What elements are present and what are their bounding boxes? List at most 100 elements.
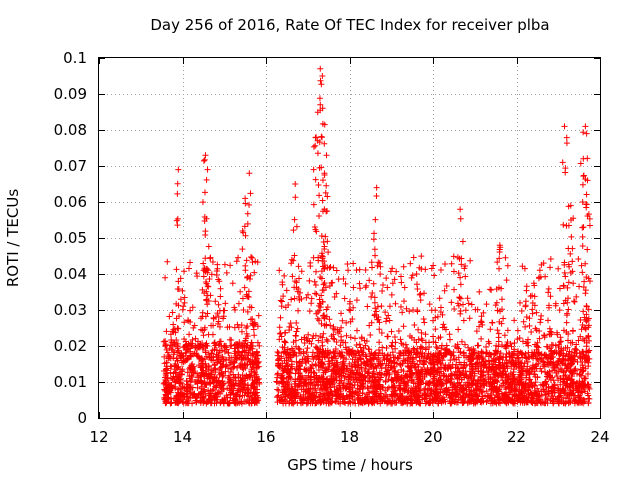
data-point [184, 391, 191, 398]
data-point [476, 352, 483, 359]
data-point [364, 378, 371, 385]
data-point [224, 385, 231, 392]
data-point [221, 261, 228, 268]
data-point [443, 379, 450, 386]
data-point [472, 391, 479, 398]
data-point [568, 233, 575, 240]
data-point [225, 350, 232, 357]
data-point [367, 352, 374, 359]
data-point [528, 379, 535, 386]
data-point [241, 349, 248, 356]
data-point [409, 376, 416, 383]
data-point [227, 391, 234, 398]
data-point [460, 393, 467, 400]
data-point [522, 386, 529, 393]
data-point [343, 332, 350, 339]
data-point [455, 270, 462, 277]
data-point [414, 350, 421, 357]
data-point [217, 293, 224, 300]
data-point [201, 265, 208, 272]
data-point [227, 368, 234, 375]
data-point [548, 387, 555, 394]
data-point [283, 287, 290, 294]
data-point [575, 256, 582, 263]
data-point [308, 295, 315, 302]
data-point [416, 377, 423, 384]
data-point [460, 372, 467, 379]
data-point [331, 293, 338, 300]
data-point [226, 378, 233, 385]
data-point [571, 298, 578, 305]
data-point [493, 387, 500, 394]
data-point [322, 189, 329, 196]
data-points [160, 65, 594, 407]
data-point [204, 266, 211, 273]
data-point [541, 363, 548, 370]
data-point [488, 366, 495, 373]
data-point [180, 344, 187, 351]
data-point [463, 354, 470, 361]
data-point [532, 352, 539, 359]
data-point [404, 389, 411, 396]
data-point [247, 361, 254, 368]
data-point [390, 378, 397, 385]
data-point [220, 372, 227, 379]
data-point [205, 387, 212, 394]
data-point [317, 101, 324, 108]
data-point [586, 222, 593, 229]
data-point [219, 387, 226, 394]
data-point [403, 305, 410, 312]
data-point [179, 398, 186, 405]
data-point [430, 333, 437, 340]
data-point [322, 233, 329, 240]
data-point [555, 265, 562, 272]
data-point [295, 345, 302, 352]
data-point [205, 331, 212, 338]
data-point [204, 301, 211, 308]
data-point [226, 323, 233, 330]
data-point [281, 357, 288, 364]
data-point [531, 371, 538, 378]
data-point [244, 210, 251, 217]
data-point [417, 297, 424, 304]
data-point [496, 242, 503, 249]
data-point [162, 274, 169, 281]
data-point [208, 271, 215, 278]
data-point [188, 353, 195, 360]
data-point [405, 379, 412, 386]
data-point [555, 398, 562, 405]
data-point [162, 387, 169, 394]
data-point [568, 217, 575, 223]
data-point [502, 371, 509, 378]
data-point [214, 389, 221, 396]
data-point [356, 266, 363, 273]
data-point [303, 349, 310, 356]
data-point [409, 272, 416, 279]
data-point [393, 390, 400, 397]
data-point [174, 357, 181, 364]
data-point [578, 262, 585, 269]
data-point [408, 371, 415, 378]
data-point [479, 395, 486, 402]
data-point [468, 301, 475, 308]
data-point [220, 315, 227, 322]
data-point [198, 397, 205, 404]
data-point [298, 268, 305, 275]
data-point [224, 394, 231, 401]
y-tick-label: 0.01 [54, 373, 87, 391]
data-point [215, 379, 222, 386]
data-point [202, 349, 209, 356]
data-point [216, 347, 223, 354]
data-point [246, 201, 253, 208]
data-point [514, 352, 521, 359]
data-point [414, 374, 421, 381]
data-point [203, 215, 210, 222]
data-point [425, 350, 432, 357]
data-point [473, 387, 480, 394]
data-point [523, 355, 530, 362]
data-point [504, 376, 511, 383]
data-point [582, 123, 589, 130]
data-point [321, 206, 328, 213]
data-point [428, 307, 435, 314]
data-point [202, 313, 209, 320]
